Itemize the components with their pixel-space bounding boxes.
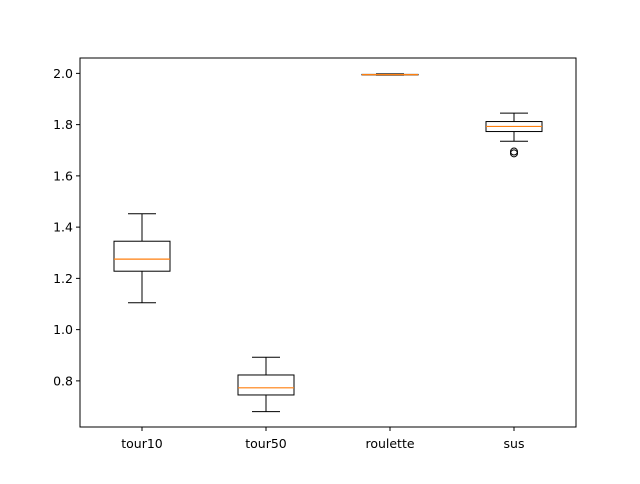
box-group-tour50 bbox=[237, 356, 295, 413]
y-tick-label-0: 0.8 bbox=[53, 373, 73, 388]
x-tick-label-tour10: tour10 bbox=[121, 436, 163, 451]
y-tick-label-2: 1.2 bbox=[53, 271, 73, 286]
x-tick-label-roulette: roulette bbox=[365, 436, 414, 451]
y-tick-label-3: 1.4 bbox=[53, 220, 73, 235]
chart-axes: 0.8 1.0 1.2 1.4 1.6 1.8 2.0 tour10 tour50 roulett… bbox=[53, 66, 524, 451]
box-group-tour10 bbox=[113, 213, 171, 304]
x-tick-label-tour50: tour50 bbox=[245, 436, 287, 451]
box-tour50 bbox=[237, 374, 295, 396]
y-tick-label-5: 1.8 bbox=[53, 117, 73, 132]
y-tick-label-1: 1.0 bbox=[53, 322, 73, 337]
box-group-sus bbox=[485, 112, 543, 158]
plot-frame bbox=[79, 57, 577, 428]
box-tour10 bbox=[113, 240, 171, 272]
y-tick-label-4: 1.6 bbox=[53, 168, 73, 183]
outlier-sus-1 bbox=[510, 147, 518, 156]
chart-marks bbox=[113, 73, 543, 413]
x-tick-label-sus: sus bbox=[504, 436, 525, 451]
box-group-roulette bbox=[361, 73, 419, 76]
y-tick-label-6: 2.0 bbox=[53, 66, 73, 81]
